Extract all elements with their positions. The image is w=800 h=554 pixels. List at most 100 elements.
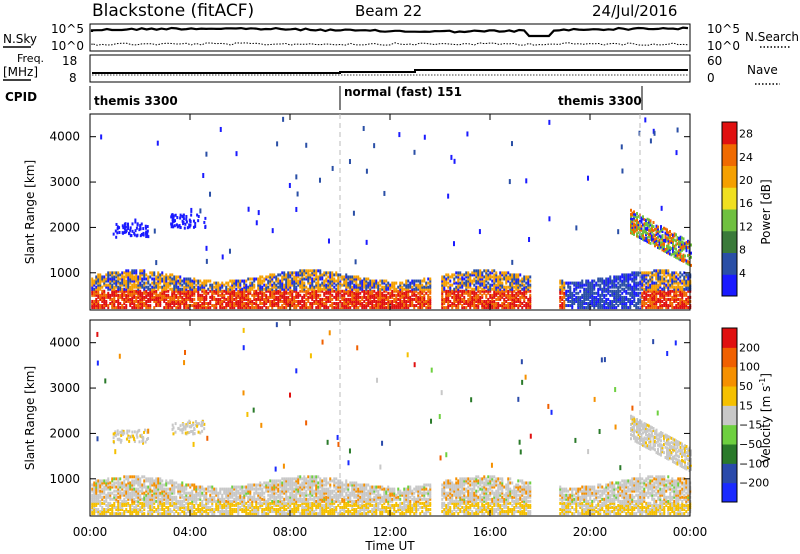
data-cell [675, 287, 678, 291]
data-cell [101, 304, 104, 308]
data-cell [645, 227, 647, 231]
data-cell [261, 275, 264, 279]
data-cell [377, 306, 380, 310]
data-cell [495, 273, 498, 277]
data-cell [475, 295, 478, 299]
data-cell [271, 299, 274, 303]
data-cell [481, 295, 484, 299]
data-cell [197, 304, 200, 308]
data-cell [489, 275, 492, 279]
data-cell [277, 273, 280, 277]
data-cell [645, 291, 648, 295]
data-cell [303, 304, 306, 308]
data-cell [463, 299, 466, 303]
data-cell [215, 505, 218, 509]
data-cell [509, 273, 512, 277]
data-cell [463, 283, 466, 287]
data-cell [138, 228, 141, 232]
data-cell [469, 306, 472, 310]
data-cell [621, 275, 624, 279]
data-cell [141, 302, 144, 306]
data-cell [111, 510, 114, 514]
data-cell [469, 293, 472, 297]
data-cell [217, 302, 220, 306]
data-cell [315, 293, 318, 297]
data-cell [352, 210, 355, 216]
data-cell [625, 302, 628, 306]
data-cell [625, 273, 628, 277]
data-cell [129, 234, 132, 238]
data-cell [379, 283, 382, 287]
data-cell [195, 306, 198, 310]
data-cell [425, 281, 428, 285]
data-cell [117, 279, 120, 283]
data-cell [211, 485, 214, 489]
data-cell [501, 304, 504, 308]
data-cell [655, 302, 658, 306]
data-cell [669, 246, 671, 250]
data-cell [129, 302, 132, 306]
data-cell [349, 291, 352, 295]
data-cell [641, 271, 644, 275]
data-cell [457, 275, 460, 279]
data-cell [653, 283, 656, 287]
data-cell [119, 503, 122, 507]
data-cell [259, 285, 262, 289]
data-cell [123, 297, 126, 301]
data-cell [143, 269, 146, 273]
data-cell [321, 273, 324, 277]
data-cell [297, 281, 300, 285]
data-cell [573, 289, 576, 293]
data-cell [657, 291, 660, 295]
data-cell [157, 512, 160, 516]
data-cell [349, 283, 352, 287]
data-cell [457, 295, 460, 299]
data-cell [503, 277, 506, 281]
data-cell [459, 273, 462, 277]
data-cell [199, 285, 202, 289]
data-cell [195, 499, 198, 503]
data-cell [385, 279, 388, 283]
data-cell [159, 299, 162, 303]
data-cell [383, 285, 386, 289]
data-cell [601, 304, 604, 308]
data-cell [159, 275, 162, 279]
data-cell [187, 279, 190, 283]
data-cell [641, 291, 644, 295]
data-cell [585, 302, 588, 306]
data-cell [685, 285, 688, 289]
data-cell [323, 271, 326, 275]
data-cell [353, 279, 356, 283]
data-cell [303, 306, 306, 310]
data-cell [636, 222, 638, 226]
data-cell [643, 283, 646, 287]
data-cell [257, 293, 260, 297]
data-cell [477, 281, 480, 285]
data-cell [481, 277, 484, 281]
data-cell [329, 273, 332, 277]
data-cell [205, 258, 208, 264]
data-cell [165, 499, 168, 503]
data-cell [445, 273, 448, 277]
data-cell [155, 495, 158, 499]
data-cell [195, 302, 198, 306]
data-cell [659, 281, 662, 285]
data-cell [679, 254, 682, 258]
data-cell [599, 299, 602, 303]
data-cell [589, 285, 592, 289]
data-cell [681, 297, 684, 301]
data-cell [157, 491, 160, 495]
data-cell [249, 285, 252, 289]
data-cell [523, 295, 526, 299]
data-cell [483, 279, 486, 283]
data-cell [281, 279, 284, 283]
data-cell [675, 295, 678, 299]
data-cell [171, 293, 174, 297]
data-cell [527, 302, 530, 306]
data-cell [681, 281, 684, 285]
data-cell [507, 289, 510, 293]
data-cell [682, 237, 685, 241]
data-cell [405, 287, 408, 291]
data-cell [381, 304, 384, 308]
data-cell [411, 287, 414, 291]
